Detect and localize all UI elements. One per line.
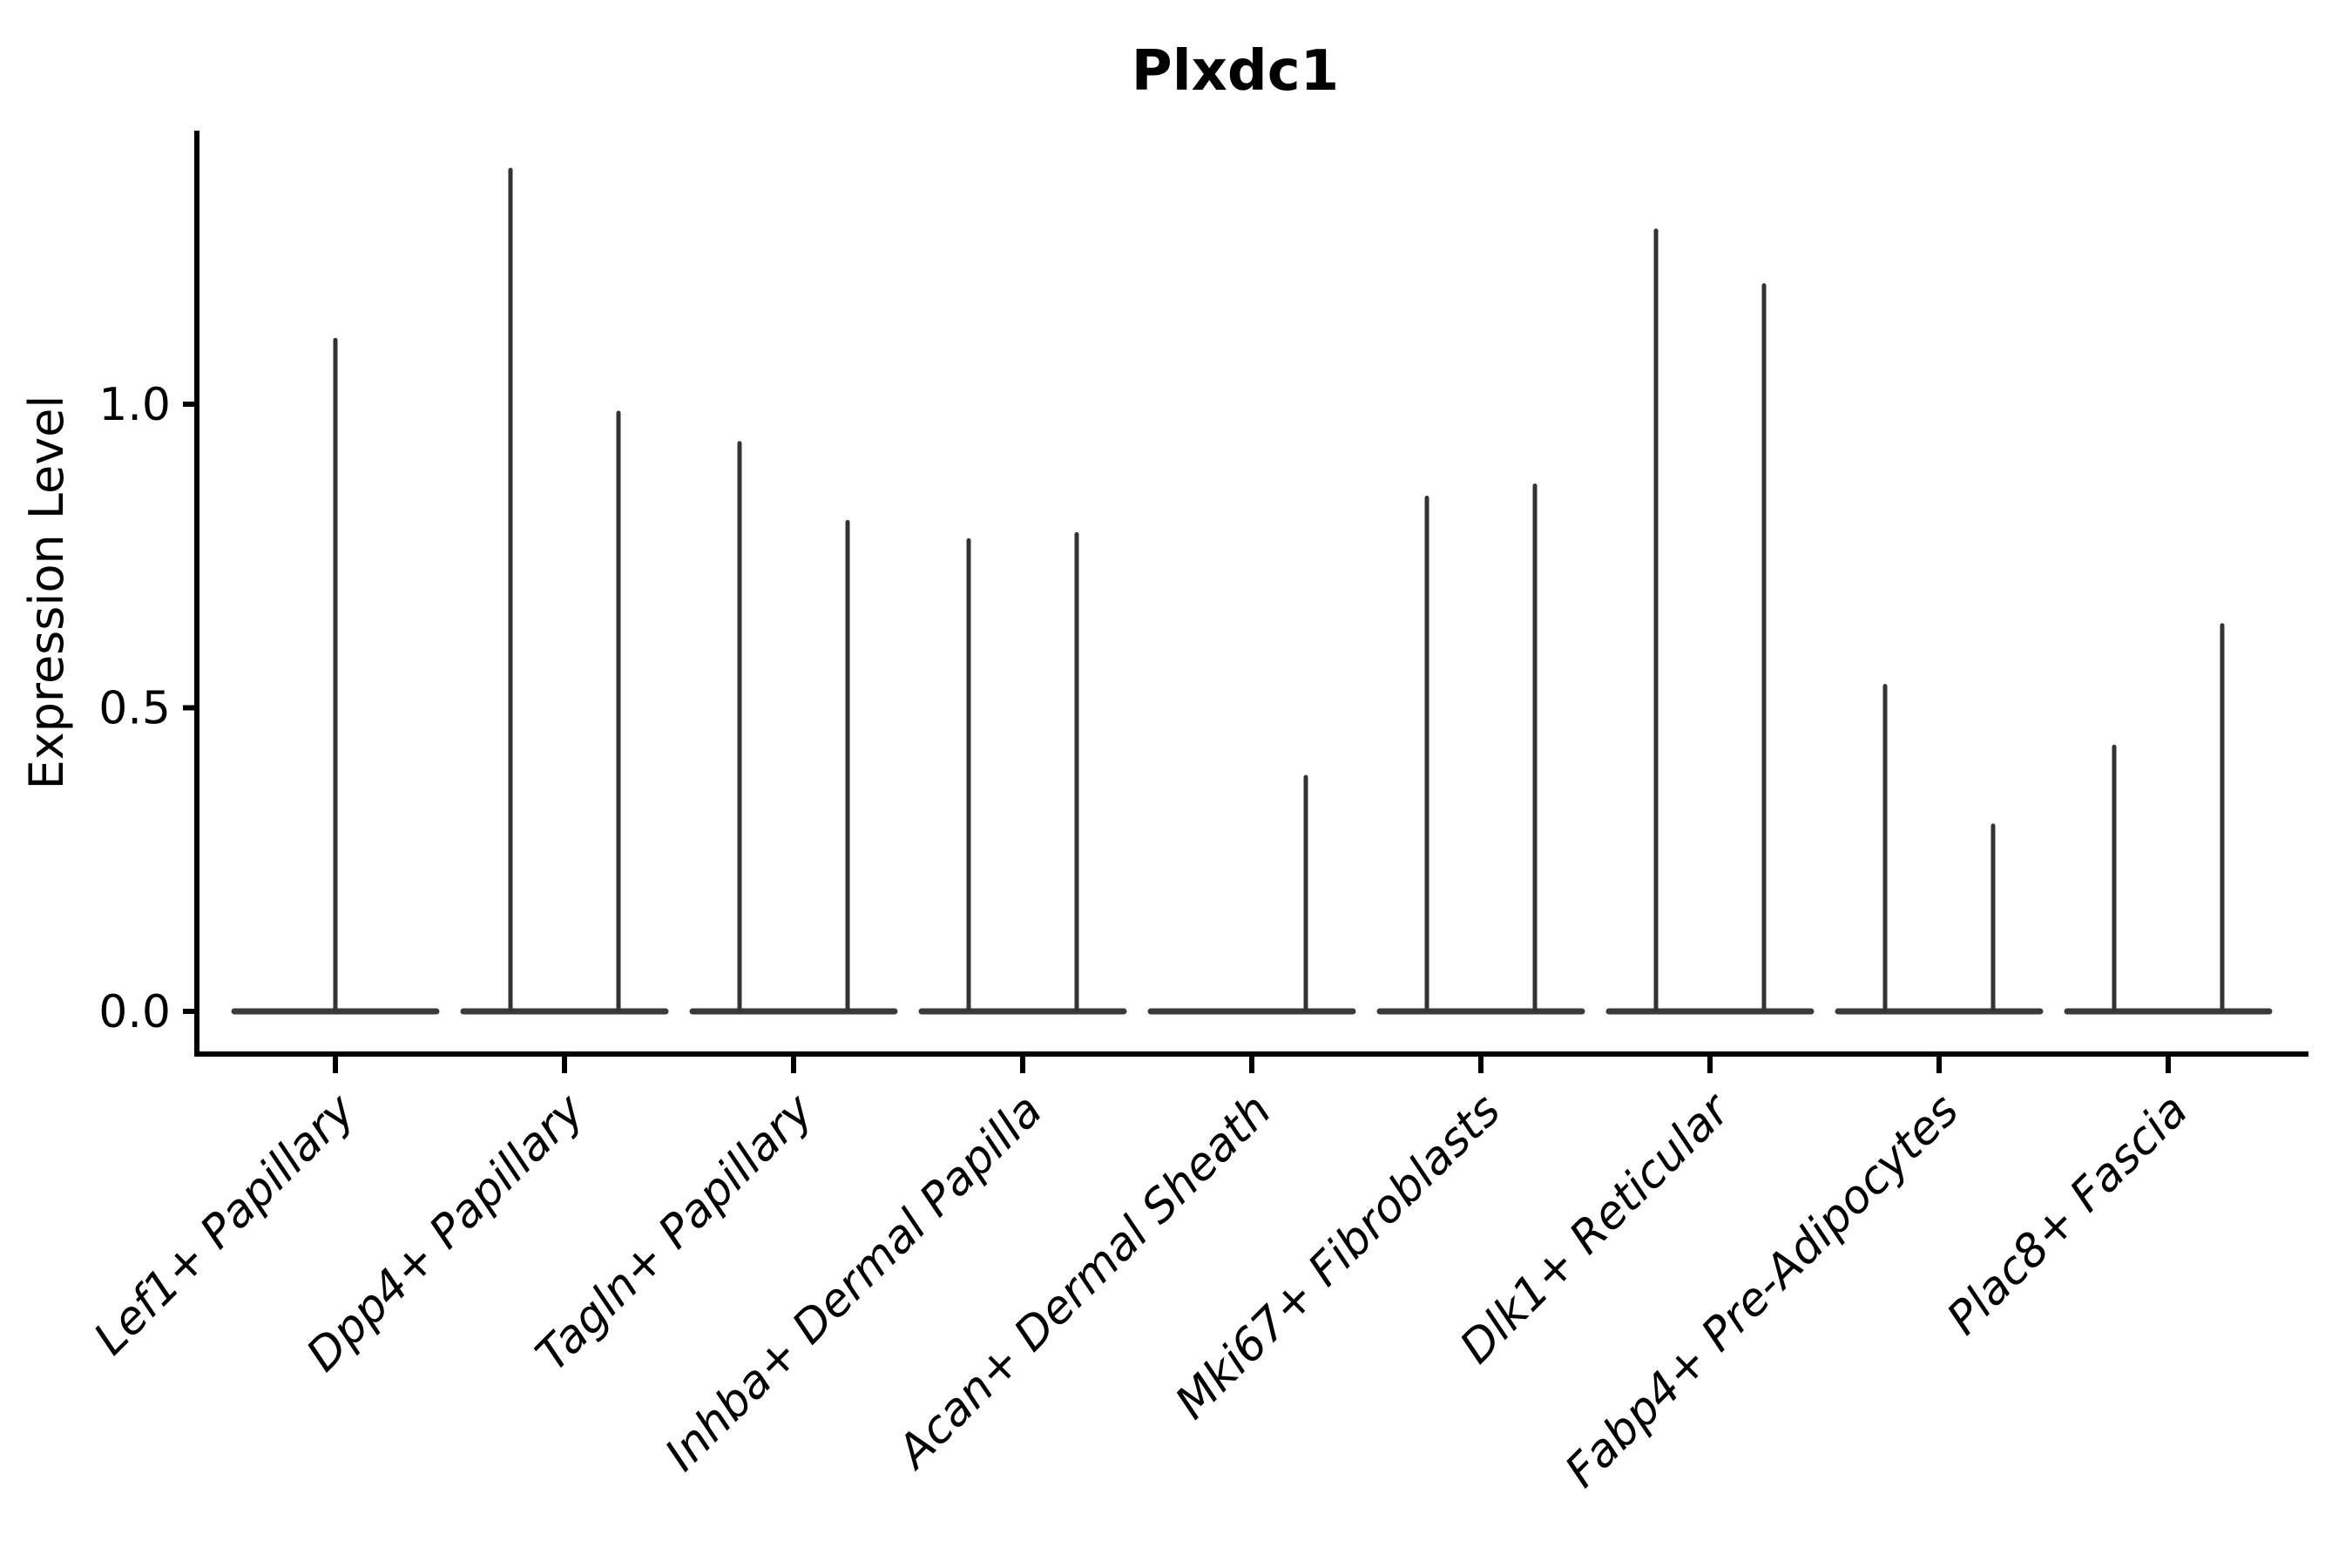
x-category-label: Plac8+ Fascia: [1937, 1085, 2198, 1345]
x-axis-ticks: [333, 1057, 2171, 1073]
y-tick-label: 1.0: [98, 379, 171, 431]
x-category-label: Acan+ Dermal Sheath: [886, 1085, 1281, 1480]
chart-title: Plxdc1: [1132, 39, 1339, 104]
axes-spines: [194, 131, 2308, 1057]
x-category-label: Inhba+ Dermal Papilla: [655, 1085, 1052, 1482]
x-category-label: Fabp4+ Pre-Adipocytes: [1556, 1085, 1970, 1498]
y-axis-ticks: 0.0 0.5 1.0: [98, 379, 197, 1038]
y-axis-label: Expression Level: [19, 395, 74, 790]
y-tick-label: 0.5: [98, 683, 171, 735]
y-tick-label: 0.0: [98, 986, 171, 1038]
violins: [231, 167, 2273, 1015]
